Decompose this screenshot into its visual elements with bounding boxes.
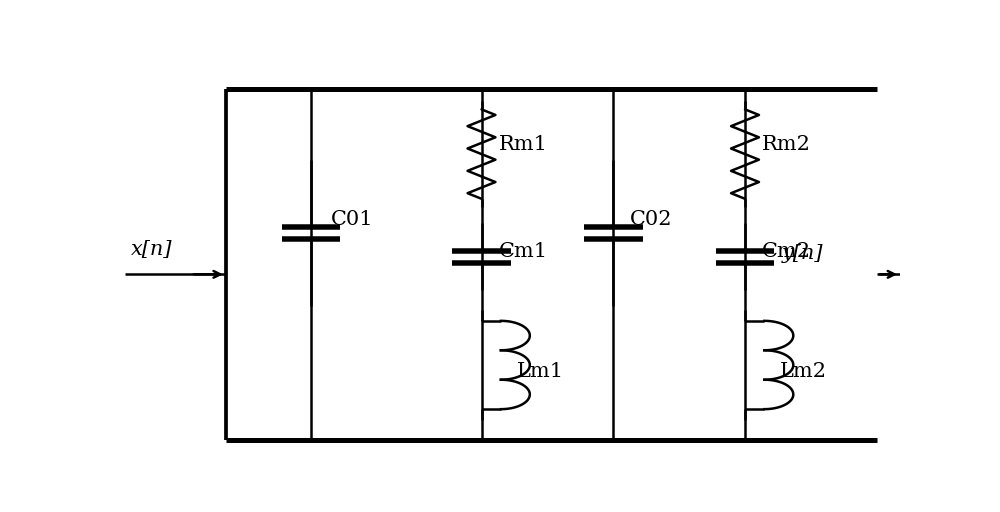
Text: y[n]: y[n] [782, 244, 824, 263]
Text: x[n]: x[n] [131, 240, 173, 259]
Text: Cm2: Cm2 [762, 242, 811, 261]
Text: C02: C02 [630, 210, 673, 229]
Text: C01: C01 [330, 210, 373, 229]
Text: Rm2: Rm2 [762, 135, 811, 154]
Text: Cm1: Cm1 [499, 242, 548, 261]
Text: Lm2: Lm2 [780, 362, 827, 381]
Text: Lm1: Lm1 [516, 362, 564, 381]
Text: Rm1: Rm1 [499, 135, 548, 154]
